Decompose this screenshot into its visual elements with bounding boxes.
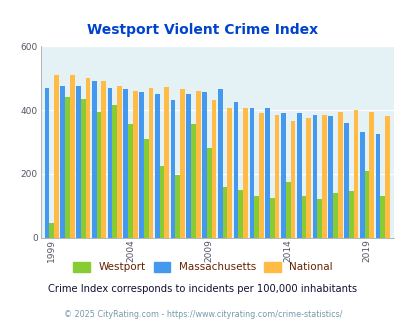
- Bar: [211, 100, 216, 238]
- Bar: [233, 102, 238, 238]
- Bar: [45, 88, 49, 238]
- Bar: [70, 75, 75, 238]
- Bar: [180, 89, 184, 238]
- Bar: [175, 176, 180, 238]
- Bar: [328, 116, 332, 238]
- Bar: [85, 78, 90, 238]
- Bar: [207, 148, 211, 238]
- Bar: [343, 123, 348, 238]
- Bar: [332, 193, 337, 238]
- Bar: [348, 191, 353, 238]
- Bar: [384, 116, 389, 238]
- Bar: [117, 86, 121, 238]
- Bar: [296, 113, 301, 238]
- Bar: [148, 88, 153, 238]
- Bar: [353, 110, 358, 238]
- Bar: [305, 118, 310, 238]
- Bar: [274, 115, 279, 238]
- Bar: [49, 223, 54, 238]
- Bar: [301, 196, 305, 238]
- Bar: [217, 89, 222, 238]
- Bar: [280, 113, 285, 238]
- Bar: [132, 91, 137, 238]
- Bar: [155, 94, 159, 238]
- Legend: Westport, Massachusetts, National: Westport, Massachusetts, National: [69, 258, 336, 277]
- Bar: [317, 199, 321, 238]
- Bar: [254, 196, 258, 238]
- Text: © 2025 CityRating.com - https://www.cityrating.com/crime-statistics/: © 2025 CityRating.com - https://www.city…: [64, 310, 341, 319]
- Bar: [54, 75, 59, 238]
- Bar: [375, 134, 379, 238]
- Bar: [65, 97, 70, 238]
- Bar: [196, 91, 200, 238]
- Bar: [128, 124, 132, 238]
- Bar: [379, 196, 384, 238]
- Bar: [258, 113, 263, 238]
- Bar: [337, 112, 342, 238]
- Bar: [96, 112, 101, 238]
- Bar: [222, 186, 227, 238]
- Bar: [243, 108, 247, 238]
- Bar: [359, 132, 364, 238]
- Bar: [101, 81, 106, 238]
- Bar: [60, 86, 65, 238]
- Bar: [143, 139, 148, 238]
- Bar: [364, 171, 369, 238]
- Bar: [285, 182, 290, 238]
- Bar: [92, 81, 96, 238]
- Text: Westport Violent Crime Index: Westport Violent Crime Index: [87, 23, 318, 37]
- Bar: [290, 121, 294, 238]
- Bar: [238, 190, 243, 238]
- Bar: [269, 198, 274, 238]
- Bar: [164, 87, 169, 238]
- Bar: [227, 108, 232, 238]
- Bar: [321, 115, 326, 238]
- Bar: [186, 94, 191, 238]
- Bar: [81, 99, 85, 238]
- Bar: [139, 92, 143, 238]
- Bar: [191, 124, 196, 238]
- Bar: [249, 108, 254, 238]
- Bar: [202, 92, 207, 238]
- Bar: [123, 89, 128, 238]
- Bar: [159, 166, 164, 238]
- Bar: [112, 105, 117, 238]
- Bar: [369, 112, 373, 238]
- Text: Crime Index corresponds to incidents per 100,000 inhabitants: Crime Index corresponds to incidents per…: [48, 284, 357, 294]
- Bar: [170, 100, 175, 238]
- Bar: [312, 115, 317, 238]
- Bar: [76, 86, 81, 238]
- Bar: [264, 108, 269, 238]
- Bar: [107, 88, 112, 238]
